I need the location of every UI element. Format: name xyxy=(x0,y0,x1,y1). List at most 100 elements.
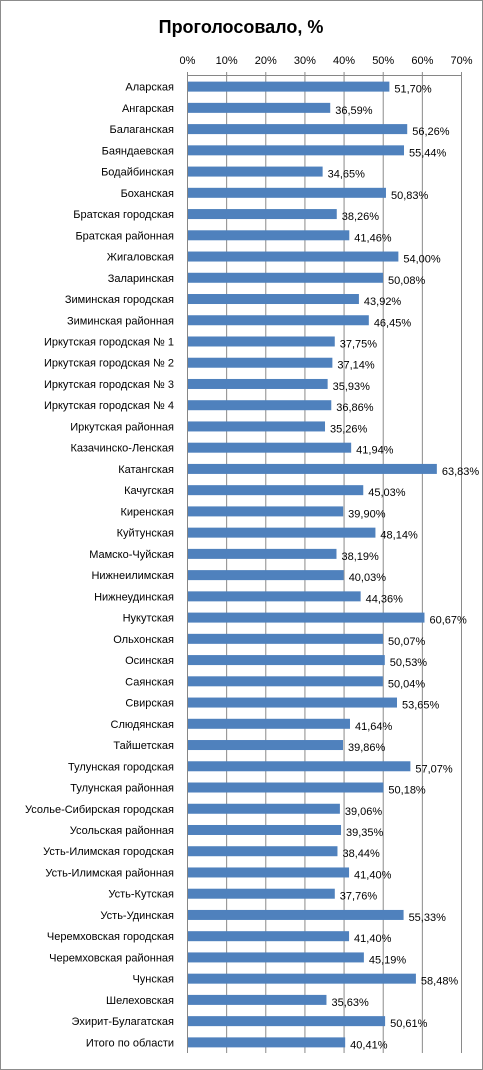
x-tick-label: 10% xyxy=(216,55,238,67)
data-label: 50,07% xyxy=(388,636,426,648)
bar xyxy=(188,718,350,729)
bar xyxy=(188,867,350,878)
bar xyxy=(188,824,342,835)
data-label: 41,94% xyxy=(356,445,394,457)
data-label: 37,14% xyxy=(337,360,375,372)
bar xyxy=(188,655,385,666)
bar xyxy=(188,378,328,389)
category-label: Усольская районная xyxy=(70,825,174,837)
x-tick-label: 50% xyxy=(372,55,394,67)
data-label: 43,92% xyxy=(364,296,402,308)
category-label: Свирская xyxy=(125,698,174,710)
category-label: Баяндаевская xyxy=(102,145,174,157)
bar xyxy=(188,124,408,135)
data-label: 38,26% xyxy=(342,211,380,223)
bars xyxy=(188,81,437,1048)
bar xyxy=(188,485,364,496)
category-label: Эхирит-Булагатская xyxy=(72,1016,175,1028)
bar xyxy=(188,230,350,241)
bar xyxy=(188,888,335,899)
category-label: Иркутская городская № 3 xyxy=(44,379,174,391)
bar xyxy=(188,846,338,857)
data-label: 53,65% xyxy=(402,700,440,712)
bar xyxy=(188,803,340,814)
category-label: Бодайбинская xyxy=(101,167,174,179)
x-tick-label: 40% xyxy=(333,55,355,67)
bar xyxy=(188,251,399,262)
bar xyxy=(188,506,344,517)
data-label: 58,48% xyxy=(421,976,459,988)
data-label: 63,83% xyxy=(442,466,480,478)
data-label: 36,86% xyxy=(336,402,374,414)
bar xyxy=(188,570,344,581)
bar xyxy=(188,336,335,347)
data-label: 55,44% xyxy=(409,147,447,159)
category-label: Тулунская районная xyxy=(70,783,174,795)
category-label: Усолье-Сибирская городская xyxy=(25,804,174,816)
category-label: Итого по области xyxy=(86,1037,174,1049)
bar xyxy=(188,1016,386,1027)
data-label: 35,63% xyxy=(331,997,369,1009)
category-label: Усть-Илимская районная xyxy=(45,867,174,879)
data-label: 37,76% xyxy=(340,891,378,903)
bar xyxy=(188,740,344,751)
bar xyxy=(188,612,425,623)
category-label: Зиминская районная xyxy=(67,315,174,327)
category-label: Тулунская городская xyxy=(68,761,174,773)
x-tick-label: 20% xyxy=(255,55,277,67)
category-label: Иркутская городская № 1 xyxy=(44,336,174,348)
category-label: Мамско-Чуйская xyxy=(89,549,174,561)
category-label: Шелеховская xyxy=(106,995,174,1007)
bar xyxy=(188,81,390,92)
data-label: 41,64% xyxy=(355,721,393,733)
data-label: 39,06% xyxy=(345,806,383,818)
data-label: 35,26% xyxy=(330,423,368,435)
bar xyxy=(188,782,384,793)
category-label: Катангская xyxy=(118,464,174,476)
data-label: 39,86% xyxy=(348,742,386,754)
bar xyxy=(188,272,384,283)
data-label: 56,26% xyxy=(412,126,450,138)
bar xyxy=(188,102,331,113)
category-label: Нижнеилимская xyxy=(91,570,174,582)
bar xyxy=(188,633,383,644)
bar xyxy=(188,994,327,1005)
category-label: Иркутская районная xyxy=(70,421,174,433)
gridlines xyxy=(187,72,462,1053)
bar xyxy=(188,166,323,177)
data-label: 50,83% xyxy=(391,190,429,202)
category-label: Братская районная xyxy=(75,230,174,242)
category-label: Ангарская xyxy=(122,103,174,115)
category-label: Тайшетская xyxy=(113,740,174,752)
data-label: 41,40% xyxy=(354,869,392,881)
category-label: Слюдянская xyxy=(111,719,174,731)
data-label: 48,14% xyxy=(380,530,418,542)
bar xyxy=(188,761,411,772)
category-label: Зиминская городская xyxy=(65,294,174,306)
category-label: Нукутская xyxy=(123,613,174,625)
data-label: 54,00% xyxy=(403,254,441,266)
category-label: Черемховская районная xyxy=(49,952,174,964)
bar xyxy=(188,209,337,220)
category-label: Усть-Удинская xyxy=(100,910,174,922)
category-labels: Аларская Ангарская Балаганская Баяндаевская… xyxy=(25,82,174,1050)
bar xyxy=(188,952,364,963)
category-label: Жигаловская xyxy=(107,252,174,264)
data-label: 50,08% xyxy=(388,275,426,287)
category-label: Ольхонская xyxy=(113,634,174,646)
data-label: 44,36% xyxy=(366,593,404,605)
category-label: Усть-Кутская xyxy=(108,889,174,901)
data-label: 41,46% xyxy=(354,232,392,244)
data-label: 38,44% xyxy=(342,848,380,860)
data-label: 50,04% xyxy=(388,678,426,690)
data-label: 34,65% xyxy=(328,169,366,181)
data-label: 41,40% xyxy=(354,933,392,945)
bar xyxy=(188,909,404,920)
data-label: 36,59% xyxy=(335,105,373,117)
data-label: 60,67% xyxy=(429,615,467,627)
category-label: Заларинская xyxy=(108,273,174,285)
category-label: Боханская xyxy=(121,188,174,200)
data-label: 50,53% xyxy=(390,657,428,669)
bar xyxy=(188,357,333,368)
